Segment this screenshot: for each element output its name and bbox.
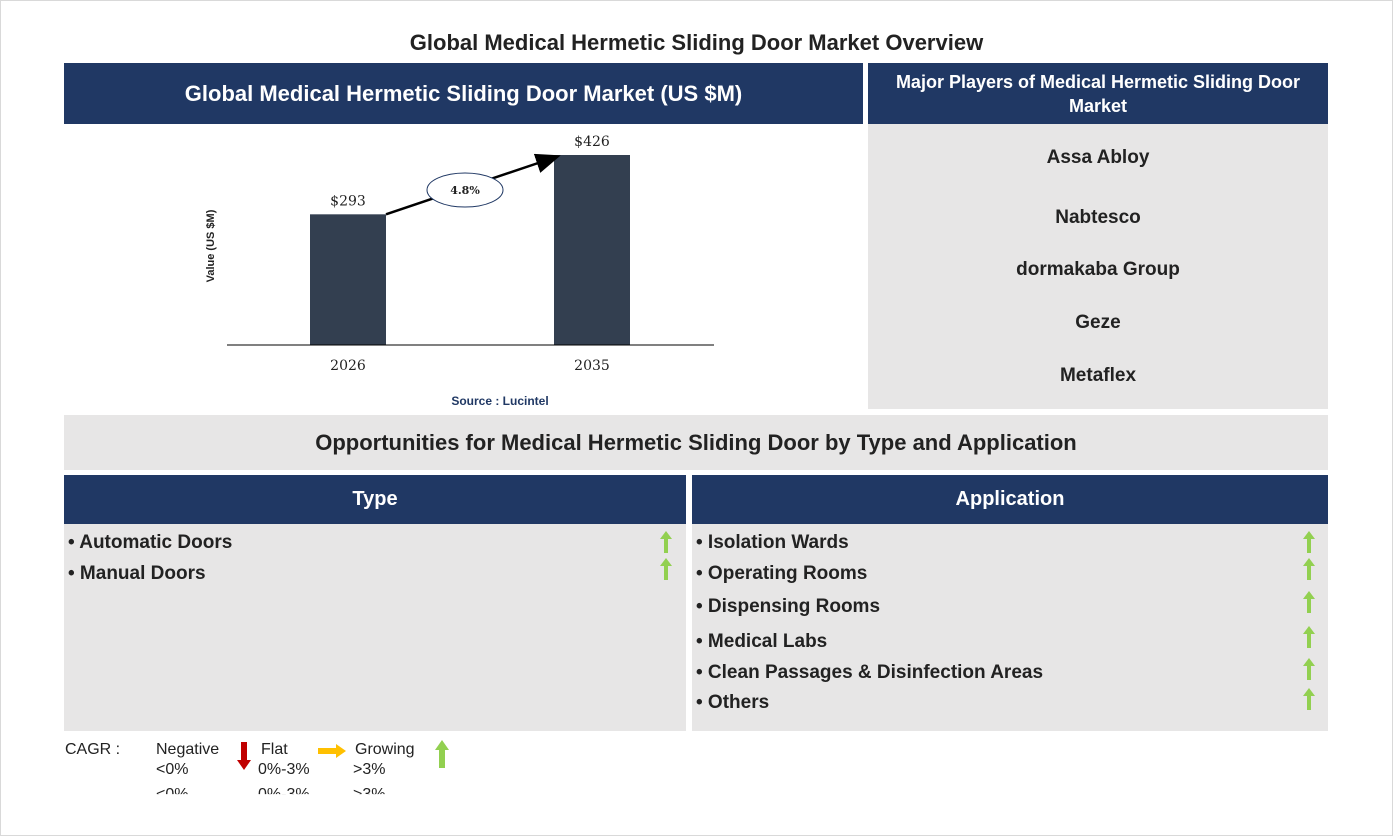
cagr-label: 4.8% (450, 184, 480, 197)
data-label: $426 (574, 134, 610, 150)
bar-2035 (554, 155, 630, 345)
player-item: Geze (1075, 312, 1121, 333)
up-arrow-icon (1303, 688, 1315, 710)
application-item: • Clean Passages & Disinfection Areas (696, 662, 1044, 683)
legend-flat-label: Flat (261, 741, 288, 758)
type-header: Type (64, 475, 686, 524)
application-header: Application (692, 475, 1328, 524)
application-item: • Isolation Wards (696, 532, 849, 553)
legend-negative-range-duplicate: <0% (156, 786, 189, 803)
legend-negative-range: <0% (156, 761, 189, 778)
type-item: • Manual Doors (68, 563, 206, 584)
bar-2026 (310, 214, 386, 345)
up-arrow-icon (1303, 626, 1315, 648)
legend-flat-range-duplicate: 0%-3% (258, 786, 310, 803)
legend-growing-range-duplicate: >3% (353, 786, 386, 803)
legend-growing-label: Growing (355, 741, 415, 758)
up-arrow-icon (660, 531, 672, 553)
cagr-bubble (426, 172, 504, 208)
y-axis-label: Value (US $M) (205, 209, 217, 282)
right-arrow-icon (318, 744, 346, 758)
players-panel: Assa Abloy Nabtesco dormakaba Group Geze… (868, 124, 1328, 409)
legend-negative-label: Negative (156, 741, 220, 758)
chart-source: Source : Lucintel (451, 394, 549, 408)
type-item: • Automatic Doors (68, 532, 233, 553)
player-item: Metaflex (1059, 365, 1137, 386)
application-panel: • Isolation Wards • Operating Rooms • Di… (692, 524, 1328, 731)
application-item: • Others (696, 692, 770, 713)
application-item: • Medical Labs (696, 631, 828, 652)
data-label: $293 (330, 193, 366, 209)
chart-header: Global Medical Hermetic Sliding Door Mar… (64, 63, 863, 124)
down-arrow-icon (237, 742, 251, 770)
player-item: Assa Abloy (1046, 147, 1150, 168)
bars-group: $293 2026 $426 2035 (310, 134, 630, 374)
player-item: dormakaba Group (1016, 259, 1180, 280)
type-panel: • Automatic Doors • Manual Doors (64, 524, 686, 731)
up-arrow-icon (1303, 558, 1315, 580)
legend-growing-range: >3% (353, 761, 386, 778)
x-tick-label: 2026 (330, 358, 366, 374)
up-arrow-icon (435, 740, 449, 768)
page-title: Global Medical Hermetic Sliding Door Mar… (409, 30, 984, 55)
application-item: • Dispensing Rooms (696, 596, 881, 617)
application-item: • Operating Rooms (696, 563, 868, 584)
market-bar-chart: Value (US $M) $293 2026 $426 2035 4.8% (205, 134, 714, 374)
opportunities-title: Opportunities for Medical Hermetic Slidi… (64, 415, 1328, 470)
x-tick-label: 2035 (574, 358, 610, 374)
cagr-annotation: 4.8% (385, 153, 561, 216)
up-arrow-icon (1303, 591, 1315, 613)
player-item: Nabtesco (1055, 207, 1141, 228)
legend-cagr-label: CAGR : (65, 741, 121, 758)
legend-flat-range: 0%-3% (258, 761, 310, 778)
up-arrow-icon (660, 558, 672, 580)
up-arrow-icon (1303, 531, 1315, 553)
players-header: Major Players of Medical Hermetic Slidin… (868, 63, 1328, 124)
up-arrow-icon (1303, 658, 1315, 680)
